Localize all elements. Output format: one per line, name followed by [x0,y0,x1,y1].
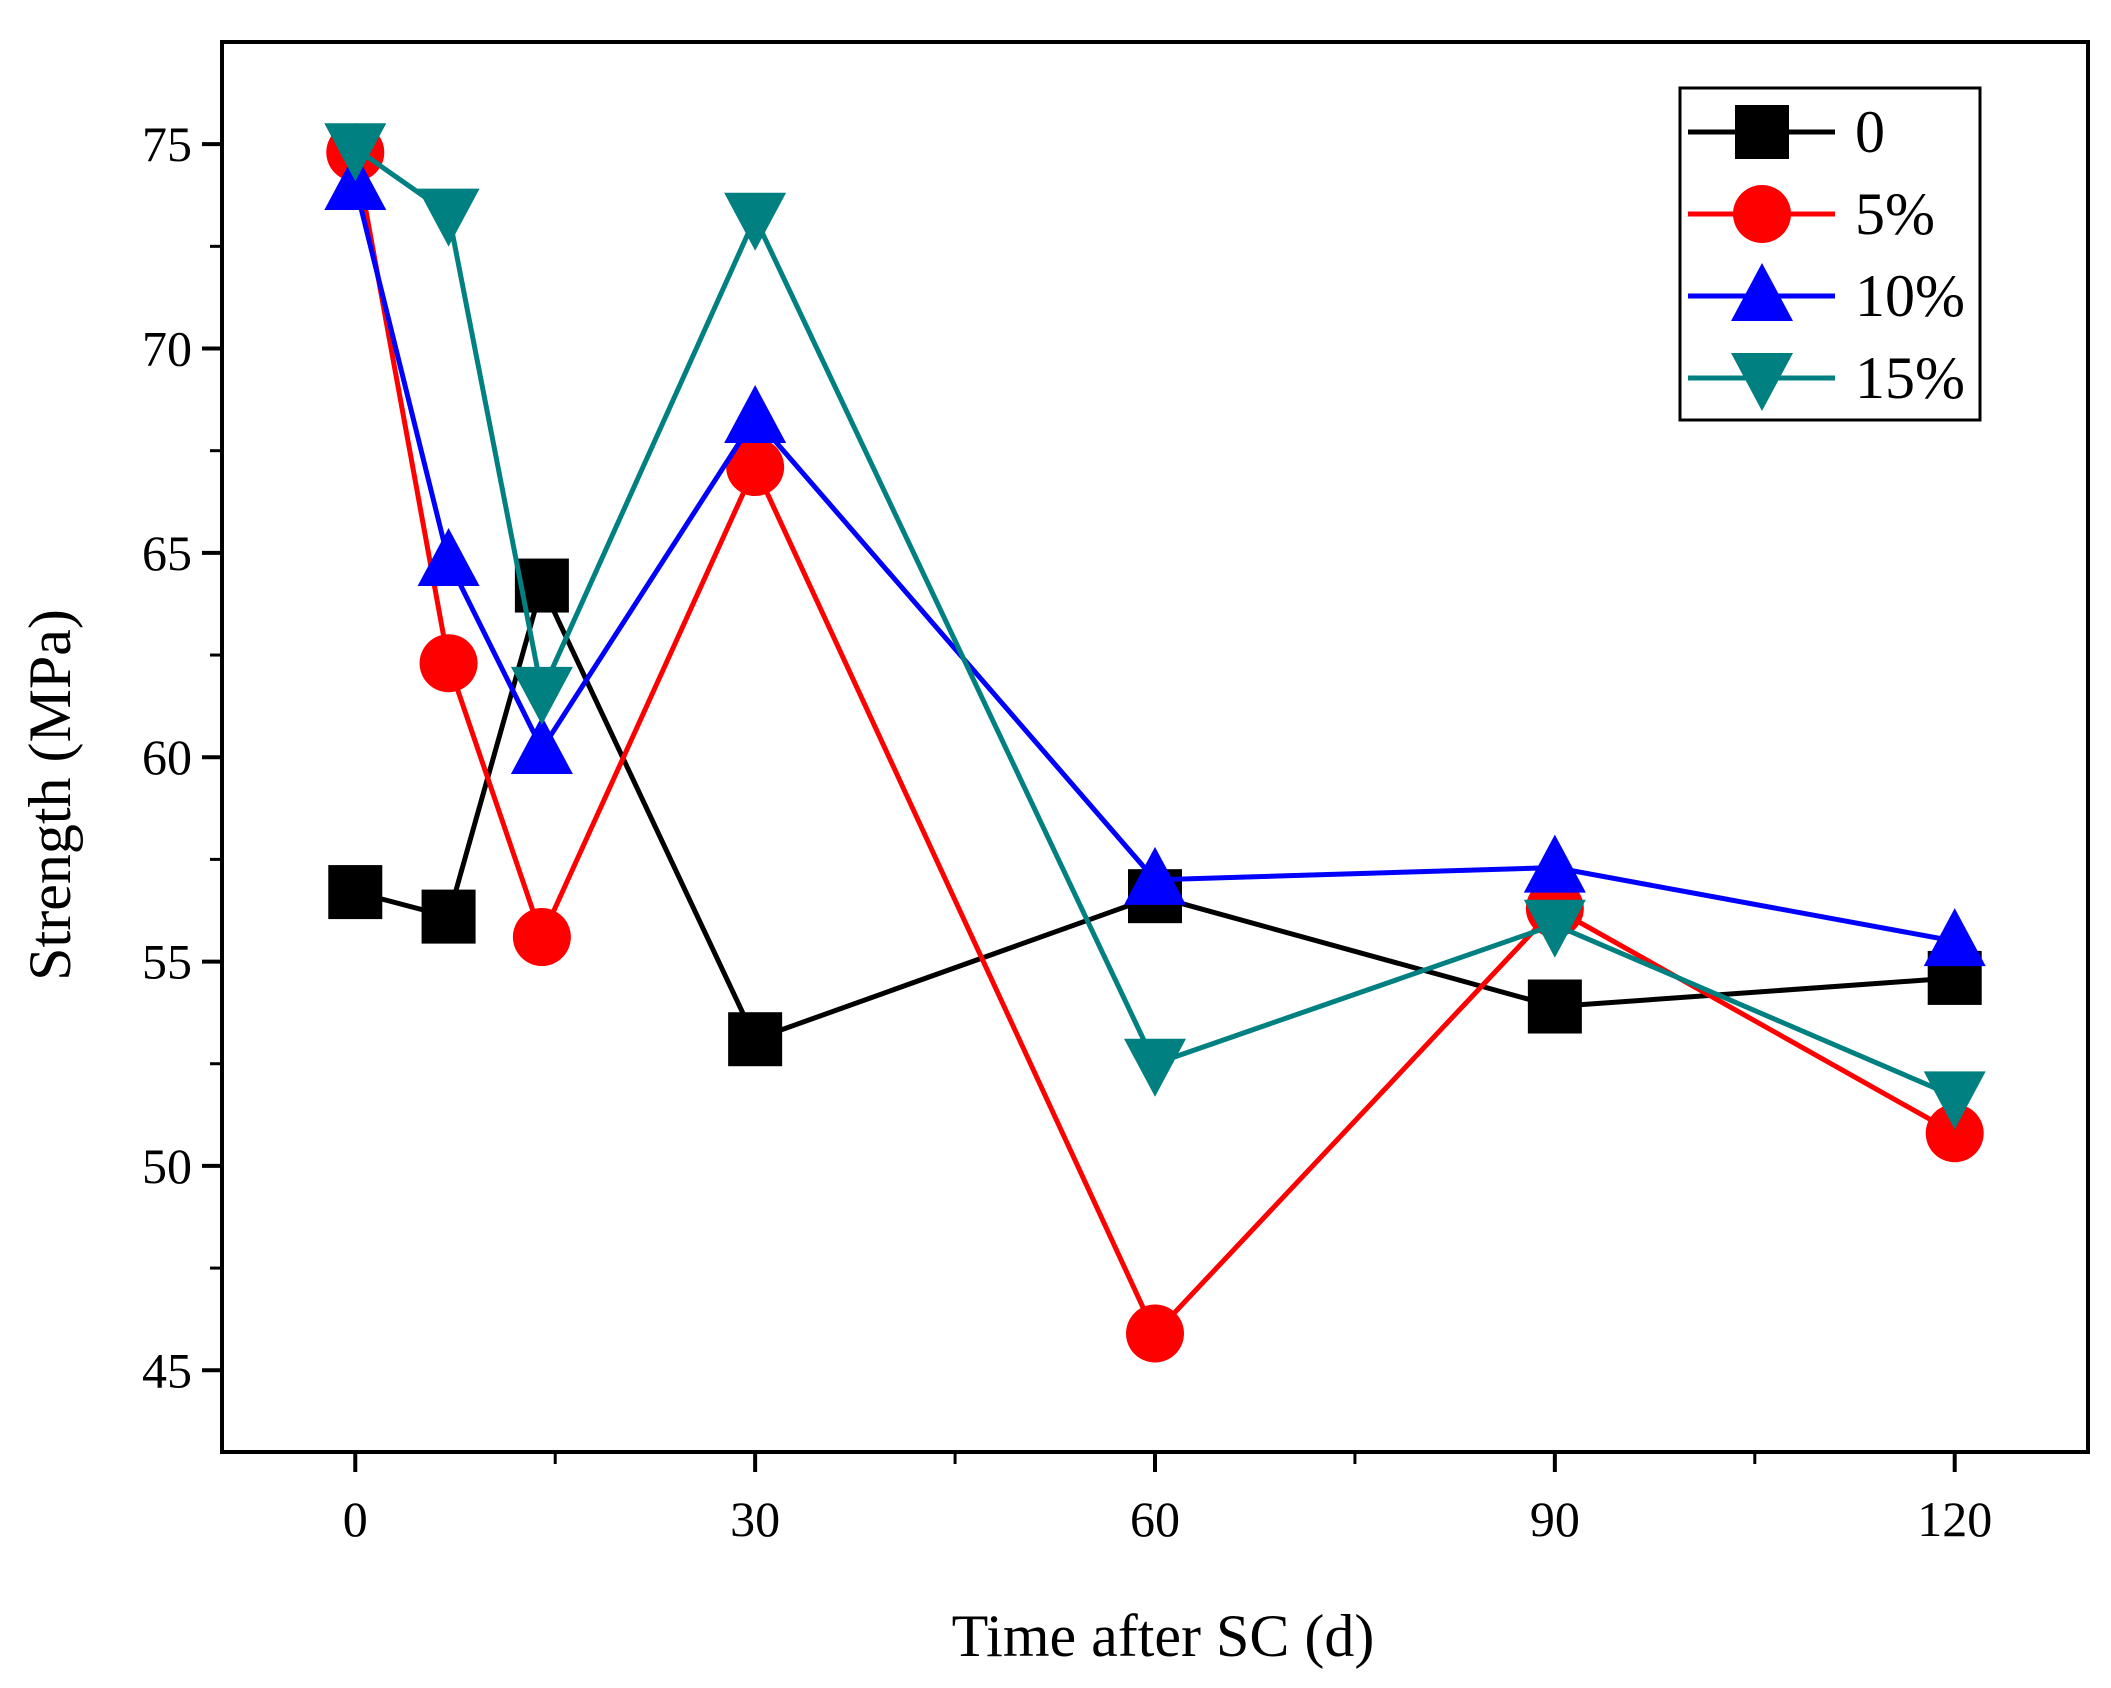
y-tick-label: 45 [142,1342,192,1398]
data-point [726,438,785,497]
data-point [1925,1104,1984,1163]
data-point [510,716,573,775]
data-point [1124,846,1186,905]
data-point [419,634,478,693]
data-point [510,666,573,725]
series-4 [324,123,1986,1130]
data-point [1923,908,1986,967]
x-axis: 0 30 60 90 120 [343,1452,1992,1547]
y-axis-title: Strength (MPa) [17,609,83,981]
legend-label: 15% [1855,345,1965,411]
y-tick-label: 65 [142,525,192,581]
legend-item: 0 [1688,99,1885,165]
series-line [354,578,1955,1043]
x-tick-label: 120 [1917,1491,1992,1547]
x-axis-title: Time after SC (d) [952,1603,1375,1669]
data-point [328,865,383,920]
data-point [724,192,787,251]
legend-swatch-marker [1731,263,1793,321]
y-tick-label: 50 [142,1138,192,1194]
x-tick-label: 60 [1130,1491,1180,1547]
y-axis: 45 50 55 60 65 70 75 [142,116,222,1398]
y-tick-label: 75 [142,116,192,172]
legend-swatch-marker [1733,185,1791,243]
data-point [728,1012,783,1067]
legend-item: 10% [1688,263,1965,329]
series-layer [324,123,1986,1363]
data-point [1124,1038,1186,1097]
legend-label: 0 [1855,99,1885,165]
x-tick-label: 0 [343,1491,368,1547]
data-point [1523,899,1586,958]
data-point [1523,834,1586,893]
series-3 [324,152,1986,967]
legend-item: 15% [1688,345,1965,411]
legend-swatch-marker [1731,353,1793,411]
data-point [1923,1071,1986,1130]
x-tick-label: 90 [1530,1491,1580,1547]
data-point [417,528,480,587]
y-tick-label: 55 [142,934,192,990]
data-point [421,889,476,944]
data-point [1527,979,1582,1034]
y-tick-label: 70 [142,321,192,377]
data-point [724,385,787,443]
legend-swatch-marker [1735,105,1789,159]
legend-label: 5% [1855,181,1935,247]
y-tick-label: 60 [142,729,192,785]
series-1 [328,558,1982,1067]
legend-item: 5% [1688,181,1935,247]
data-point [324,123,387,182]
legend-label: 10% [1855,263,1965,329]
data-point [417,188,480,247]
x-tick-label: 30 [730,1491,780,1547]
legend-box [1678,86,1982,422]
legend: 0 5% 10% 15% [1678,86,1982,422]
data-point [512,908,571,967]
data-point [1126,1304,1184,1363]
